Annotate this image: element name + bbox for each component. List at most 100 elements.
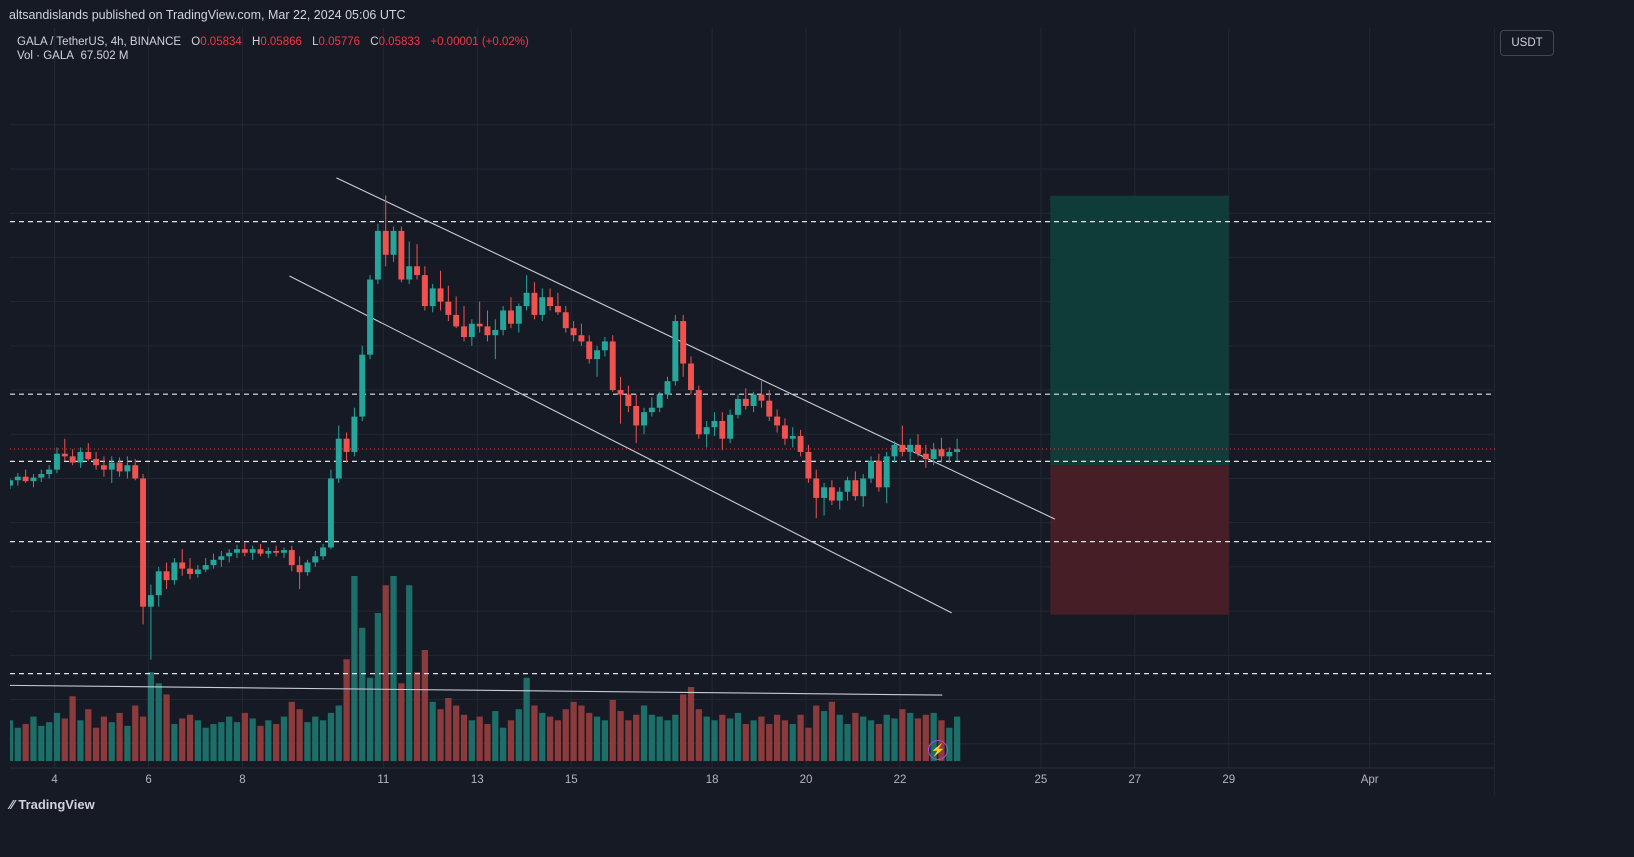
support-trendline[interactable]: [10, 684, 943, 696]
candle-body[interactable]: [836, 491, 843, 501]
candle-body[interactable]: [821, 487, 828, 498]
candle-body[interactable]: [813, 478, 820, 498]
candle-body[interactable]: [844, 480, 851, 492]
candle-body[interactable]: [781, 425, 788, 439]
candle-body[interactable]: [374, 230, 381, 280]
candle-body[interactable]: [124, 465, 131, 472]
candle-body[interactable]: [453, 314, 460, 327]
candle-body[interactable]: [390, 230, 397, 255]
candle-body[interactable]: [789, 436, 796, 439]
candle-body[interactable]: [327, 478, 334, 548]
candle-body[interactable]: [891, 444, 898, 457]
candle-body[interactable]: [202, 565, 209, 570]
candle-body[interactable]: [500, 310, 507, 330]
candle-body[interactable]: [445, 301, 452, 315]
candle-body[interactable]: [304, 562, 311, 573]
candle-body[interactable]: [61, 453, 68, 457]
candle-body[interactable]: [100, 465, 107, 470]
candle-body[interactable]: [22, 476, 29, 482]
candle-body[interactable]: [523, 292, 530, 307]
candle-body[interactable]: [703, 427, 710, 435]
candle-body[interactable]: [734, 398, 741, 415]
candle-body[interactable]: [10, 480, 13, 486]
candle-body[interactable]: [241, 549, 248, 553]
channel-upper-line[interactable]: [336, 177, 1056, 520]
candle-body[interactable]: [77, 451, 84, 463]
candle-body[interactable]: [930, 449, 937, 460]
candle-body[interactable]: [601, 341, 608, 351]
candle-body[interactable]: [280, 550, 287, 553]
currency-button[interactable]: USDT: [1500, 30, 1554, 56]
candle-body[interactable]: [116, 462, 123, 472]
candle-body[interactable]: [907, 444, 914, 452]
candle-body[interactable]: [938, 449, 945, 457]
candle-body[interactable]: [547, 297, 554, 307]
candle-body[interactable]: [30, 477, 37, 482]
candle-body[interactable]: [617, 390, 624, 395]
candle-body[interactable]: [265, 550, 272, 554]
candle-body[interactable]: [476, 323, 483, 327]
candle-body[interactable]: [922, 453, 929, 460]
candle-body[interactable]: [758, 394, 765, 401]
candle-body[interactable]: [312, 556, 319, 563]
candle-body[interactable]: [594, 350, 601, 360]
candle-body[interactable]: [414, 266, 421, 276]
candle-body[interactable]: [437, 288, 444, 302]
candle-body[interactable]: [461, 326, 467, 337]
candle-body[interactable]: [727, 414, 734, 439]
candle-body[interactable]: [296, 565, 303, 573]
candle-body[interactable]: [108, 462, 115, 470]
candle-body[interactable]: [946, 451, 953, 457]
candle-body[interactable]: [742, 398, 749, 406]
candle-body[interactable]: [641, 412, 648, 426]
candle-body[interactable]: [226, 552, 233, 557]
chart-pane[interactable]: 0.095000.090000.085000.080000.075000.070…: [10, 28, 1495, 795]
candle-body[interactable]: [539, 297, 546, 315]
candle-body[interactable]: [750, 394, 757, 406]
candle-body[interactable]: [147, 595, 154, 607]
candle-body[interactable]: [14, 476, 21, 481]
candle-body[interactable]: [680, 321, 687, 364]
candle-body[interactable]: [351, 416, 358, 452]
channel-lower-line[interactable]: [289, 275, 952, 614]
candle-body[interactable]: [85, 451, 92, 460]
candle-body[interactable]: [625, 394, 632, 406]
candle-body[interactable]: [367, 279, 374, 355]
candle-body[interactable]: [320, 547, 327, 557]
candle-body[interactable]: [648, 407, 655, 413]
candle-body[interactable]: [429, 288, 436, 307]
candle-body[interactable]: [868, 460, 875, 479]
candle-body[interactable]: [719, 421, 726, 439]
candle-body[interactable]: [875, 460, 882, 488]
candle-body[interactable]: [210, 559, 217, 566]
candle-body[interactable]: [507, 310, 514, 324]
candle-body[interactable]: [140, 478, 147, 607]
candle-body[interactable]: [883, 456, 890, 488]
candle-body[interactable]: [288, 550, 295, 566]
candle-body[interactable]: [570, 328, 577, 336]
candle-body[interactable]: [335, 438, 342, 479]
candle-body[interactable]: [194, 569, 201, 574]
candle-body[interactable]: [609, 341, 616, 391]
symbol-title[interactable]: GALA / TetherUS, 4h, BINANCE: [17, 36, 182, 48]
candle-body[interactable]: [711, 421, 718, 428]
candle-body[interactable]: [234, 549, 240, 553]
candle-body[interactable]: [484, 326, 491, 336]
candle-body[interactable]: [53, 453, 60, 470]
candle-body[interactable]: [179, 562, 186, 569]
candle-body[interactable]: [586, 341, 593, 360]
candle-body[interactable]: [688, 363, 694, 391]
candle-body[interactable]: [46, 469, 53, 475]
candle-body[interactable]: [860, 478, 867, 497]
candle-body[interactable]: [828, 487, 835, 501]
loss-zone[interactable]: [1050, 465, 1229, 615]
candle-body[interactable]: [171, 562, 178, 581]
candle-body[interactable]: [695, 390, 702, 435]
candle-body[interactable]: [664, 381, 671, 395]
candle-body[interactable]: [954, 449, 961, 452]
candle-body[interactable]: [359, 354, 366, 417]
candle-body[interactable]: [672, 321, 679, 382]
candle-body[interactable]: [554, 306, 561, 313]
candle-body[interactable]: [249, 549, 256, 553]
candle-body[interactable]: [852, 480, 859, 497]
